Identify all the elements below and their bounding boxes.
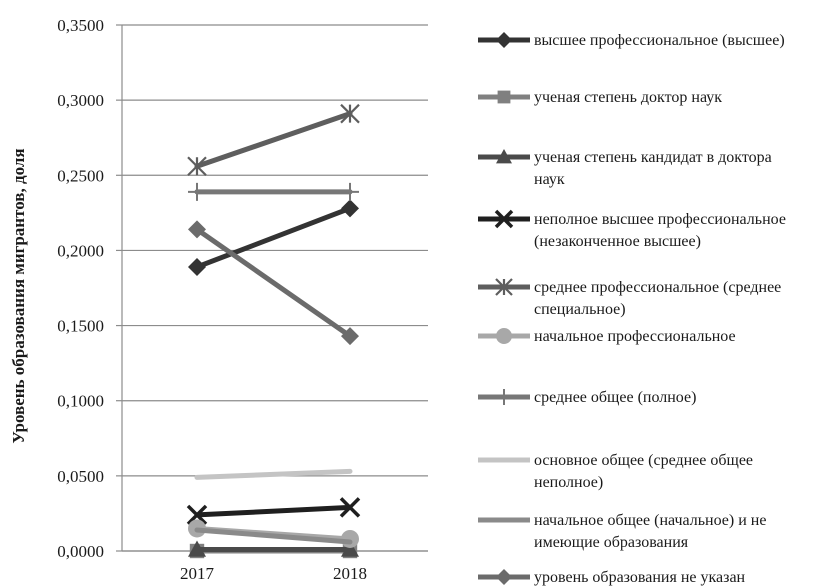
y-tick-label: 0,0000 (57, 542, 104, 561)
data-point-shape (188, 220, 206, 239)
x-axis-ticks: 2017 2018 (180, 551, 367, 583)
legend-swatch-marker (496, 328, 512, 344)
series-line (194, 205, 353, 270)
legend-swatch-marker-shape (494, 209, 514, 229)
x-tick-label: 2018 (333, 564, 367, 583)
series-line (194, 504, 353, 518)
y-tick-label: 0,1500 (57, 317, 104, 336)
data-point (341, 199, 359, 218)
legend-label: наук (534, 171, 565, 188)
data-point-shape (188, 182, 206, 201)
series-5 (187, 103, 360, 177)
series-8 (194, 468, 353, 480)
data-point (341, 182, 359, 201)
plot-area (186, 103, 361, 559)
series-line (194, 468, 353, 480)
data-point (188, 182, 206, 201)
y-axis-ticks: 0,0000 0,0500 0,1000 0,1500 0,2000 0,2500 0,30… (57, 16, 104, 561)
legend-swatch-marker (496, 569, 512, 585)
series-1 (188, 199, 359, 276)
data-point-shape (188, 257, 206, 276)
series-line (194, 111, 353, 169)
legend-entry: высшее профессиональное (высшее) (478, 32, 785, 49)
data-point-shape (339, 497, 361, 518)
data-point (341, 529, 359, 548)
x-tick-label: 2017 (180, 564, 215, 583)
legend-entry: уровень образования не указан (478, 569, 746, 586)
data-point (340, 103, 360, 124)
y-axis-title: Уровень образования мигрантов, доля (9, 148, 28, 443)
legend-label: начальное общее (начальное) и не (534, 512, 766, 529)
data-point (186, 504, 208, 526)
legend-swatch-marker (496, 149, 512, 164)
series-line (194, 226, 353, 339)
y-tick-label: 0,3000 (57, 91, 104, 110)
data-point-shape (341, 327, 359, 346)
legend-label: высшее профессиональное (высшее) (534, 32, 785, 49)
legend-swatch-marker-shape (496, 32, 512, 48)
legend-entry: ученая степень доктор наук (478, 89, 722, 106)
data-point-shape (340, 103, 360, 124)
legend-entry: основное общее (среднее общее неполное) (478, 452, 753, 491)
legend-swatch-marker-shape (496, 328, 512, 344)
y-tick-label: 0,0500 (57, 467, 104, 486)
series-line (194, 527, 353, 545)
legend-entry: среднее общее (полное) (478, 389, 696, 406)
legend-swatch-marker (495, 278, 513, 296)
legend-swatch-marker (496, 32, 512, 48)
y-tick-label: 0,2500 (57, 166, 104, 185)
data-point-shape (187, 156, 207, 177)
data-point-shape (341, 540, 359, 557)
legend-label: среднее профессиональное (среднее (534, 279, 781, 296)
data-point (187, 156, 207, 177)
y-tick-label: 0,2000 (57, 241, 104, 260)
legend-label: имеющие образования (534, 534, 689, 551)
legend-label: неполное высшее профессиональное (534, 211, 786, 228)
data-point (188, 540, 206, 557)
series-4 (186, 497, 361, 526)
y-tick-label: 0,3500 (57, 16, 104, 35)
legend-label: ученая степень доктор наук (534, 89, 722, 106)
legend-swatch-marker (496, 389, 512, 405)
series-10 (188, 220, 359, 346)
legend-swatch-marker-shape (497, 90, 511, 104)
legend-label: специальное) (534, 301, 626, 318)
legend-label: основное общее (среднее общее (534, 452, 753, 469)
legend-entry: начальное профессиональное (478, 328, 736, 345)
legend-entry: начальное общее (начальное) и не имеющие … (478, 512, 766, 551)
legend-swatch-marker-shape (495, 278, 513, 296)
legend-swatch-marker-shape (496, 149, 512, 164)
y-tick-label: 0,1000 (57, 392, 104, 411)
legend-swatch-marker (494, 209, 514, 229)
legend-label: начальное профессиональное (534, 328, 736, 345)
data-point (188, 257, 206, 276)
data-point-shape (341, 199, 359, 218)
legend-label: уровень образования не указан (534, 569, 746, 586)
legend-swatch-marker (497, 90, 511, 104)
legend-label: неполное) (534, 474, 603, 491)
data-point (188, 220, 206, 239)
legend-entry: неполное высшее профессиональное (незакон… (478, 209, 786, 250)
legend-label: среднее общее (полное) (534, 389, 696, 406)
data-point (339, 497, 361, 518)
data-point-shape (341, 529, 359, 548)
series-9 (194, 527, 353, 545)
series-3 (188, 540, 359, 557)
legend-label: (незаконченное высшее) (534, 233, 701, 250)
data-point-shape (186, 504, 208, 526)
data-point-shape (188, 540, 206, 557)
legend: высшее профессиональное (высшее) ученая с… (478, 32, 786, 586)
legend-entry: ученая степень кандидат в доктора наук (478, 149, 772, 188)
legend-swatch-marker-shape (496, 389, 512, 405)
data-point (341, 540, 359, 557)
series-7 (188, 182, 359, 201)
data-point-shape (341, 182, 359, 201)
legend-entry: среднее профессиональное (среднее специал… (478, 278, 781, 318)
legend-swatch-marker-shape (496, 569, 512, 585)
data-point (341, 327, 359, 346)
legend-label: ученая степень кандидат в доктора (534, 149, 772, 166)
